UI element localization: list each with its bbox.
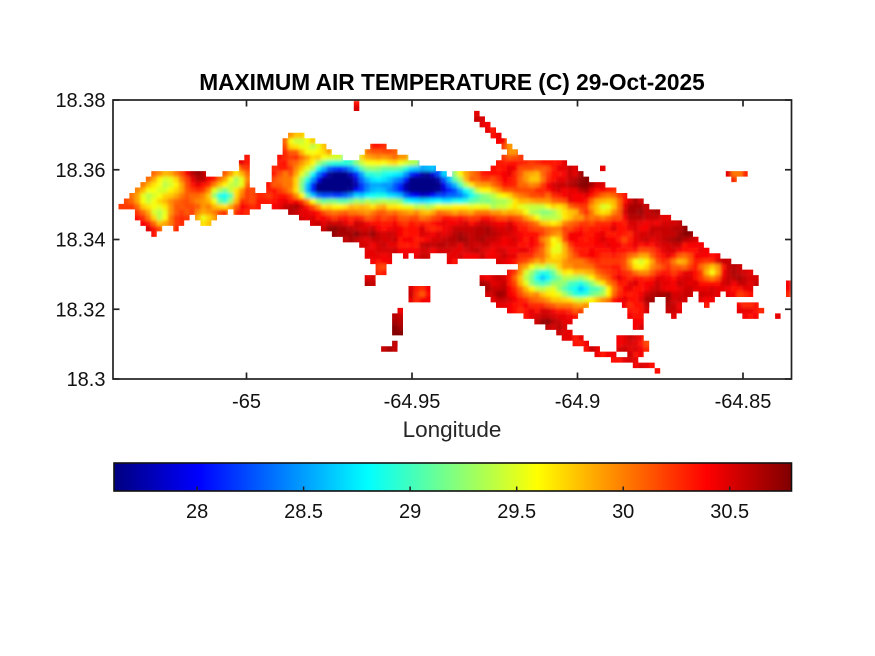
svg-text:MAXIMUM AIR TEMPERATURE (C) 29: MAXIMUM AIR TEMPERATURE (C) 29-Oct-2025 bbox=[199, 69, 704, 95]
svg-text:18.38: 18.38 bbox=[55, 90, 105, 112]
svg-text:18.3: 18.3 bbox=[67, 369, 106, 391]
svg-text:-64.95: -64.95 bbox=[384, 391, 441, 413]
svg-text:18.36: 18.36 bbox=[55, 160, 105, 182]
svg-text:-65: -65 bbox=[232, 391, 261, 413]
svg-text:18.32: 18.32 bbox=[55, 299, 105, 321]
svg-text:-64.9: -64.9 bbox=[555, 391, 601, 413]
svg-text:18.34: 18.34 bbox=[55, 230, 105, 252]
svg-text:Longitude: Longitude bbox=[403, 417, 502, 442]
svg-text:30.5: 30.5 bbox=[710, 501, 749, 523]
svg-text:29: 29 bbox=[399, 501, 421, 523]
svg-text:28.5: 28.5 bbox=[284, 501, 323, 523]
svg-text:29.5: 29.5 bbox=[497, 501, 536, 523]
svg-text:30: 30 bbox=[612, 501, 634, 523]
svg-text:28: 28 bbox=[186, 501, 208, 523]
svg-text:-64.85: -64.85 bbox=[715, 391, 772, 413]
